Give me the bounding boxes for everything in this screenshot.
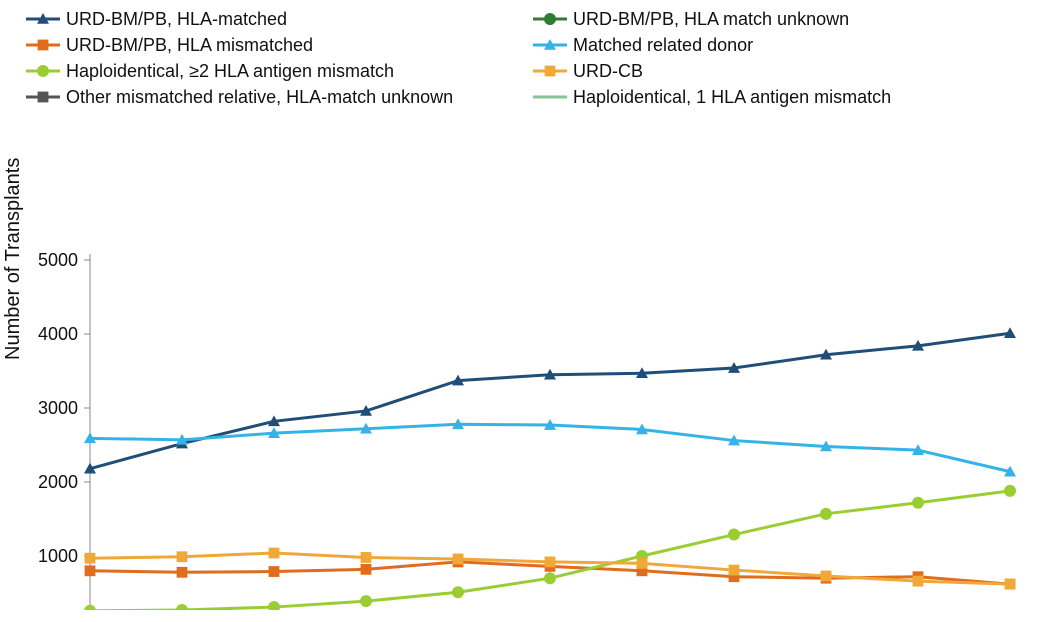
legend-label: Matched related donor <box>573 35 753 56</box>
legend-item-haplo1: Haploidentical, 1 HLA antigen mismatch <box>533 84 1040 110</box>
svg-text:1000: 1000 <box>38 546 78 566</box>
series-urd-matched <box>84 327 1016 473</box>
legend-label: URD-BM/PB, HLA match unknown <box>573 9 849 30</box>
legend-item-other-mm: Other mismatched relative, HLA-match unk… <box>26 84 533 110</box>
legend-item-urd-matched: URD-BM/PB, HLA-matched <box>26 6 533 32</box>
legend-label: Haploidentical, ≥2 HLA antigen mismatch <box>66 61 394 82</box>
y-axis-label: Number of Transplants <box>2 158 25 360</box>
svg-text:4000: 4000 <box>38 324 78 344</box>
svg-text:3000: 3000 <box>38 398 78 418</box>
legend-label: URD-BM/PB, HLA-matched <box>66 9 287 30</box>
legend-label: Haploidentical, 1 HLA antigen mismatch <box>573 87 891 108</box>
chart-container: { "chart": { "type": "line", "ylabel": "… <box>0 0 1050 622</box>
legend: URD-BM/PB, HLA-matched URD-BM/PB, HLA mat… <box>0 0 1050 110</box>
legend-item-matched-related: Matched related donor <box>533 32 1040 58</box>
series-matched-related <box>84 418 1016 476</box>
legend-item-urd-mismatched: URD-BM/PB, HLA mismatched <box>26 32 533 58</box>
legend-item-haplo2: Haploidentical, ≥2 HLA antigen mismatch <box>26 58 533 84</box>
line-chart: 0100020003000400050002009201020112012201… <box>0 110 1050 610</box>
series-haplo2 <box>84 485 1016 610</box>
svg-text:5000: 5000 <box>38 250 78 270</box>
legend-item-urd-cb: URD-CB <box>533 58 1040 84</box>
legend-label: URD-CB <box>573 61 643 82</box>
svg-text:2000: 2000 <box>38 472 78 492</box>
legend-item-urd-unknown: URD-BM/PB, HLA match unknown <box>533 6 1040 32</box>
legend-label: Other mismatched relative, HLA-match unk… <box>66 87 453 108</box>
legend-label: URD-BM/PB, HLA mismatched <box>66 35 313 56</box>
